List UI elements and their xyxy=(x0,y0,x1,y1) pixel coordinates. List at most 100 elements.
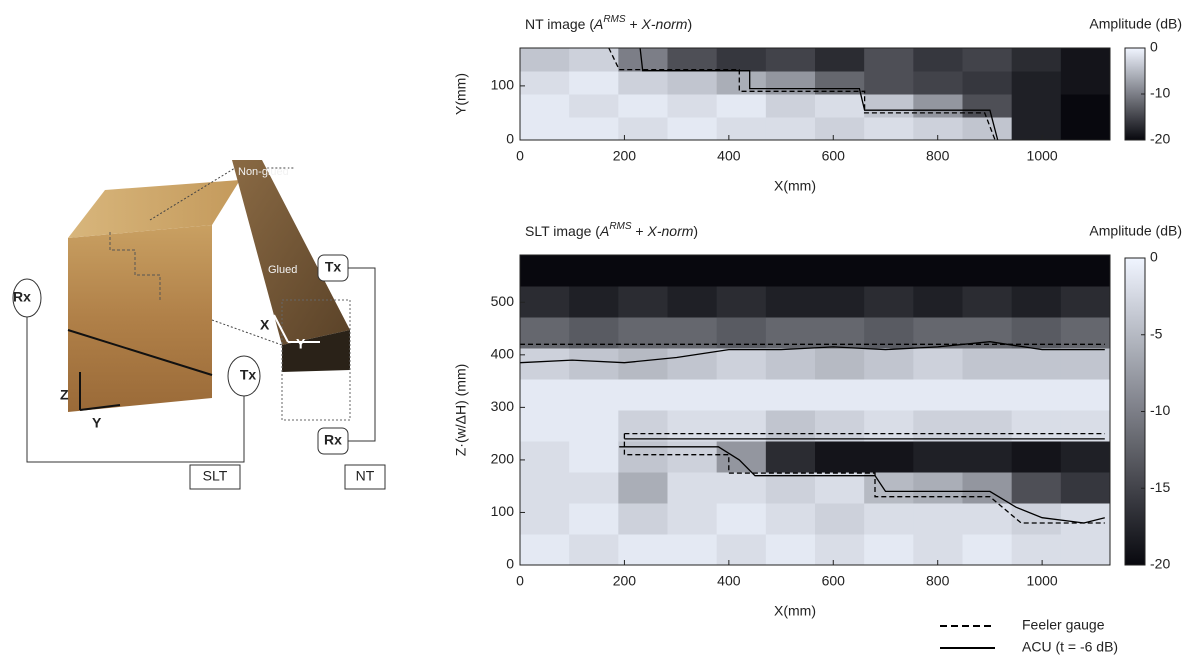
heat-cell xyxy=(667,472,718,504)
heat-cell xyxy=(569,317,619,349)
label: NT xyxy=(356,468,375,484)
heat-cell xyxy=(667,410,718,442)
heat-cell xyxy=(569,94,619,118)
block-front xyxy=(68,225,212,412)
title-part: + xyxy=(626,16,642,32)
heat-cell xyxy=(913,71,963,95)
heat-cell xyxy=(569,117,619,141)
axis-arrow xyxy=(273,314,289,343)
label: Z xyxy=(60,387,69,403)
y-tick-label: 100 xyxy=(491,77,515,93)
heat-cell xyxy=(618,317,668,349)
heat-cell xyxy=(815,379,865,411)
heat-cell xyxy=(913,503,963,535)
y-tick-label: 300 xyxy=(491,398,515,414)
heat-cell xyxy=(1060,255,1111,287)
heat-cell xyxy=(1060,71,1111,95)
heat-cell xyxy=(864,317,914,349)
wire xyxy=(348,267,376,442)
block-top xyxy=(68,180,240,238)
x-tick-label: 1000 xyxy=(1027,148,1058,164)
heat-cell xyxy=(864,286,914,318)
colorbar-tick-label: -10 xyxy=(1150,402,1170,418)
x-axis-label: X(mm) xyxy=(774,178,816,194)
heat-cell xyxy=(569,441,619,473)
heat-cell xyxy=(864,441,914,473)
heat-cell xyxy=(618,117,668,141)
heat-cell xyxy=(1060,472,1111,504)
heat-cell xyxy=(520,71,570,95)
heat-cell xyxy=(1011,348,1062,380)
heat-cell xyxy=(962,379,1013,411)
title-part: NT image ( xyxy=(525,16,594,32)
label: Non-glued xyxy=(238,166,289,178)
heat-cell xyxy=(815,117,865,141)
heat-cell xyxy=(618,410,668,442)
zoom-line xyxy=(149,167,295,221)
x-tick-label: 600 xyxy=(822,148,846,164)
plot-frame xyxy=(519,254,1111,566)
chart-title: SLT image (ARMS + X-norm) xyxy=(525,221,698,239)
legend-label: ACU (t = -6 dB) xyxy=(1022,639,1118,655)
label: SLT xyxy=(203,468,228,484)
heat-cell xyxy=(913,48,963,72)
colorbar-tick-label: 0 xyxy=(1150,39,1158,55)
y-tick-label: 100 xyxy=(491,503,515,519)
heat-cell xyxy=(569,48,619,72)
x-tick-label: 0 xyxy=(516,148,524,164)
heat-cell xyxy=(716,48,767,72)
heat-cell xyxy=(569,379,619,411)
heat-cell xyxy=(1011,410,1062,442)
heat-cell xyxy=(765,317,816,349)
heat-cell xyxy=(815,317,865,349)
heat-cell xyxy=(618,503,668,535)
heat-cell xyxy=(864,534,914,566)
heat-cell xyxy=(913,379,963,411)
heat-cell xyxy=(913,94,963,118)
heat-cell xyxy=(1011,255,1062,287)
heat-cell xyxy=(962,48,1013,72)
heat-cell xyxy=(520,94,570,118)
label: Glued xyxy=(268,264,297,276)
slt-path xyxy=(67,329,213,376)
heat-cell xyxy=(618,441,668,473)
x-tick-label: 0 xyxy=(516,573,524,589)
colorbar-label: Amplitude (dB) xyxy=(1089,16,1182,32)
heat-cell xyxy=(716,317,767,349)
heat-cell xyxy=(913,410,963,442)
heat-cell xyxy=(667,441,718,473)
heat-cell xyxy=(618,71,668,95)
boundary-line xyxy=(519,341,1105,524)
heat-cell xyxy=(520,255,570,287)
heat-cell xyxy=(864,255,914,287)
heat-cell xyxy=(765,48,816,72)
heat-cell xyxy=(1060,94,1111,118)
heat-cell xyxy=(667,503,718,535)
title-part: A xyxy=(593,16,603,32)
heat-cell xyxy=(618,94,668,118)
heat-cell xyxy=(520,117,570,141)
colorbar-tick-label: -20 xyxy=(1150,556,1170,572)
heat-cell xyxy=(913,255,963,287)
heat-cell xyxy=(1060,441,1111,473)
heat-cell xyxy=(569,503,619,535)
heat-cell xyxy=(913,286,963,318)
heat-cell xyxy=(864,117,914,141)
heat-cell xyxy=(618,286,668,318)
y-tick-label: 0 xyxy=(506,556,514,572)
beam xyxy=(232,160,350,345)
label: Y xyxy=(296,336,306,352)
heat-cell xyxy=(520,472,570,504)
title-part: X-norm xyxy=(647,223,694,239)
x-tick-label: 200 xyxy=(613,573,637,589)
heat-cell xyxy=(962,255,1013,287)
heat-cell xyxy=(716,255,767,287)
heat-cell xyxy=(716,441,767,473)
heat-cell xyxy=(520,286,570,318)
heat-cell xyxy=(667,317,718,349)
heat-cell xyxy=(815,94,865,118)
heat-cell xyxy=(765,286,816,318)
heat-cell xyxy=(765,534,816,566)
title-part: X-norm xyxy=(641,16,688,32)
heat-cell xyxy=(618,348,668,380)
